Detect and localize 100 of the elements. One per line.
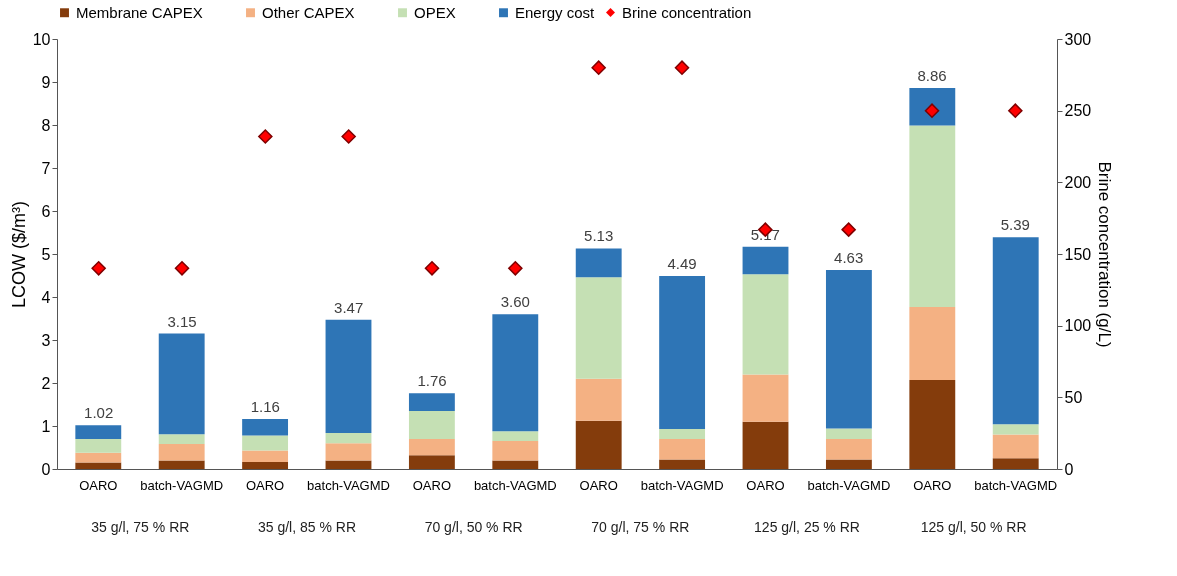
point <box>341 129 356 144</box>
y-tick-label: 1 <box>41 417 51 435</box>
y-tick-label: 7 <box>41 159 51 177</box>
x-tick-label: batch-VAGMD <box>307 477 390 493</box>
bar <box>825 438 872 460</box>
total-label: 8.86 <box>917 67 947 85</box>
legend-label: Brine concentration <box>622 3 752 21</box>
bar <box>825 269 872 429</box>
point <box>258 129 273 144</box>
legend-label: Other CAPEX <box>262 3 355 21</box>
bar <box>325 432 372 444</box>
bar <box>909 125 956 307</box>
bar <box>408 410 455 439</box>
y-tick-label: 9 <box>41 73 51 91</box>
total-label: 4.63 <box>834 248 864 266</box>
x-tick-label: OARO <box>79 477 118 493</box>
y2-tick-label: 50 <box>1064 388 1083 406</box>
bar <box>659 429 706 439</box>
bar <box>659 275 706 430</box>
total-label: 4.49 <box>667 254 697 272</box>
legend-label: OPEX <box>414 3 456 21</box>
text: 125 g/l, 50 % RR <box>920 519 1027 535</box>
bar <box>742 374 789 422</box>
x-tick-label: batch-VAGMD <box>640 477 724 493</box>
point <box>91 261 106 276</box>
y-tick-label: 0 <box>41 460 51 478</box>
x-tick-label: OARO <box>245 477 285 493</box>
text: 35 g/l, 75 % RR <box>91 519 190 535</box>
y2-tick-label: 300 <box>1064 30 1092 48</box>
bar <box>825 459 872 469</box>
bar <box>158 333 205 435</box>
x-tick-label: batch-VAGMD <box>807 477 891 493</box>
x-tick-label: batch-VAGMD <box>473 477 557 493</box>
bar <box>909 306 956 380</box>
y-tick-label: 10 <box>32 30 51 48</box>
total-label: 1.02 <box>84 404 114 422</box>
y2-axis-title: Brine concentration (g/L) <box>1095 161 1115 348</box>
total-label: 1.16 <box>250 398 280 416</box>
bar <box>75 425 122 439</box>
bar <box>575 378 622 421</box>
bar <box>742 274 789 375</box>
point <box>508 261 523 276</box>
y2-tick-label: 0 <box>1064 460 1074 478</box>
point <box>841 222 856 237</box>
bar <box>325 443 372 461</box>
bar <box>575 420 622 469</box>
legend-label: Energy cost <box>515 3 596 21</box>
text: 35 g/l, 85 % RR <box>257 519 357 535</box>
bar <box>158 434 205 445</box>
bar <box>492 314 539 432</box>
bar <box>992 237 1039 425</box>
legend-label: Membrane CAPEX <box>76 3 203 21</box>
text: 125 g/l, 25 % RR <box>754 519 860 535</box>
bar <box>492 460 539 469</box>
bar <box>158 460 205 469</box>
bar <box>909 88 956 126</box>
bar <box>742 421 789 469</box>
total-label: 5.39 <box>1000 216 1030 234</box>
point <box>424 261 440 276</box>
bar <box>992 458 1039 469</box>
bar <box>242 462 289 469</box>
bar <box>659 459 706 469</box>
y2-tick-label: 150 <box>1064 245 1092 263</box>
bar <box>992 434 1039 459</box>
bar <box>909 379 956 469</box>
text: 70 g/l, 50 % RR <box>424 519 523 535</box>
x-tick-label: OARO <box>746 477 785 493</box>
bar <box>492 431 539 442</box>
bar <box>992 424 1039 435</box>
y2-tick-label: 200 <box>1064 173 1092 191</box>
y2-tick-label: 250 <box>1064 102 1092 120</box>
bar <box>659 438 706 460</box>
point <box>591 60 606 75</box>
y-tick-label: 6 <box>41 202 51 220</box>
total-label: 3.15 <box>167 312 197 330</box>
bar <box>75 438 122 453</box>
bar <box>575 277 622 379</box>
text: 70 g/l, 75 % RR <box>591 519 690 535</box>
bar <box>325 319 372 433</box>
y2-tick-label: 100 <box>1064 317 1092 335</box>
y-tick-label: 2 <box>41 374 51 392</box>
x-tick-label: batch-VAGMD <box>140 477 224 493</box>
y-tick-label: 3 <box>41 331 51 349</box>
total-label: 5.13 <box>584 227 614 245</box>
bar <box>158 444 205 461</box>
bar <box>492 441 539 461</box>
point <box>174 261 190 276</box>
total-label: 3.60 <box>500 293 530 311</box>
y-axis-title: LCOW ($/m³) <box>8 201 29 308</box>
bar <box>742 246 789 275</box>
y-tick-label: 4 <box>41 288 51 306</box>
bar <box>408 438 455 456</box>
x-tick-label: OARO <box>579 477 618 493</box>
bar <box>825 428 872 439</box>
x-tick-label: OARO <box>913 477 952 493</box>
y-tick-label: 8 <box>41 116 51 134</box>
bar <box>242 435 289 451</box>
y-tick-label: 5 <box>41 245 51 263</box>
total-label: 1.76 <box>417 372 447 390</box>
bar <box>242 450 289 463</box>
